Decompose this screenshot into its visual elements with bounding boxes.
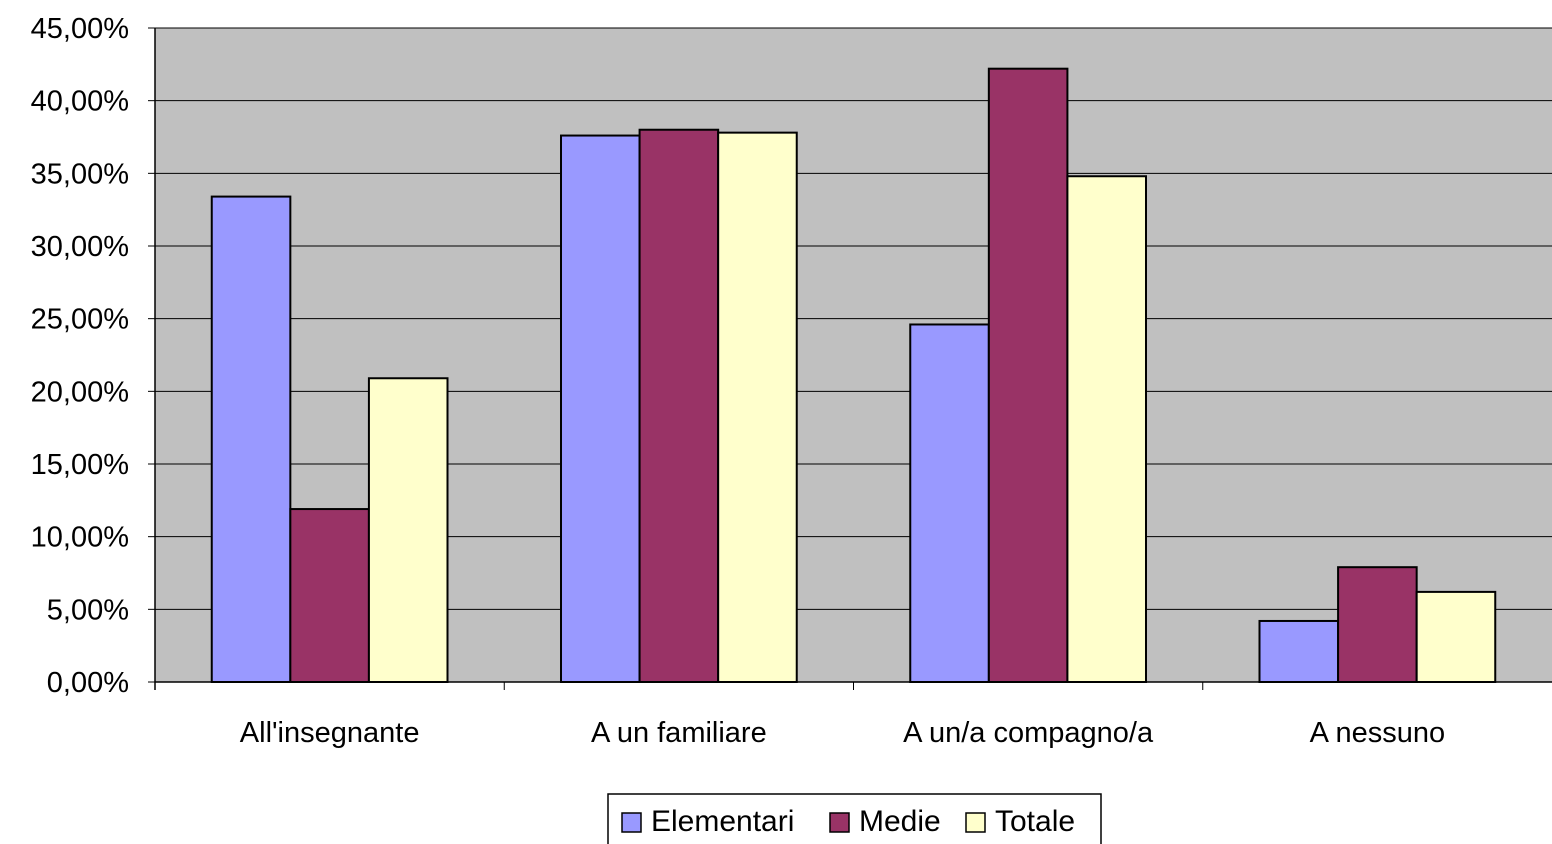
legend-box	[607, 793, 1102, 844]
bar-totale-2	[1066, 175, 1147, 684]
x-tick-label: A un/a compagno/a	[903, 717, 1154, 749]
bar-elementari-0	[210, 195, 292, 683]
bar-medie-2	[987, 67, 1069, 683]
x-tick-label: A nessuno	[1310, 717, 1445, 749]
y-tick-label: 30,00%	[31, 231, 129, 263]
bar-totale-1	[717, 131, 798, 683]
x-tick-labels: All'insegnante A un familiare A un/a compa…	[240, 717, 1445, 749]
y-tick-label: 0,00%	[47, 667, 129, 699]
y-tick-label: 5,00%	[47, 594, 129, 626]
bar-medie-3	[1337, 566, 1418, 683]
y-tick-labels: 0,00% 5,00% 10,00% 15,00% 20,00% 25,00% 30,00%…	[31, 13, 129, 699]
legend-label-medie: Medie	[859, 805, 941, 838]
bar-totale-3	[1415, 590, 1497, 683]
legend-swatch-elementari	[621, 812, 642, 833]
legend: Elementari Medie Totale	[607, 793, 1102, 844]
bars	[210, 67, 1497, 684]
legend-swatch-medie	[829, 812, 850, 833]
bar-medie-1	[638, 128, 720, 683]
axes	[148, 27, 1552, 690]
bar-elementari-1	[560, 134, 641, 683]
legend-swatch-totale	[965, 812, 986, 833]
bar-medie-0	[289, 508, 370, 684]
legend-label-totale: Totale	[995, 805, 1075, 838]
y-tick-label: 25,00%	[31, 304, 129, 336]
y-tick-label: 15,00%	[31, 449, 129, 481]
legend-label-elementari: Elementari	[651, 805, 794, 838]
x-tick-label: A un familiare	[591, 717, 767, 749]
bar-totale-0	[367, 377, 449, 683]
bar-elementari-3	[1258, 619, 1340, 684]
bar-elementari-2	[909, 323, 990, 683]
y-tick-label: 35,00%	[31, 158, 129, 190]
y-tick-label: 10,00%	[31, 522, 129, 554]
y-tick-label: 40,00%	[31, 86, 129, 118]
y-tick-label: 20,00%	[31, 376, 129, 408]
y-tick-label: 45,00%	[31, 13, 129, 45]
x-tick-label: All'insegnante	[240, 717, 420, 749]
